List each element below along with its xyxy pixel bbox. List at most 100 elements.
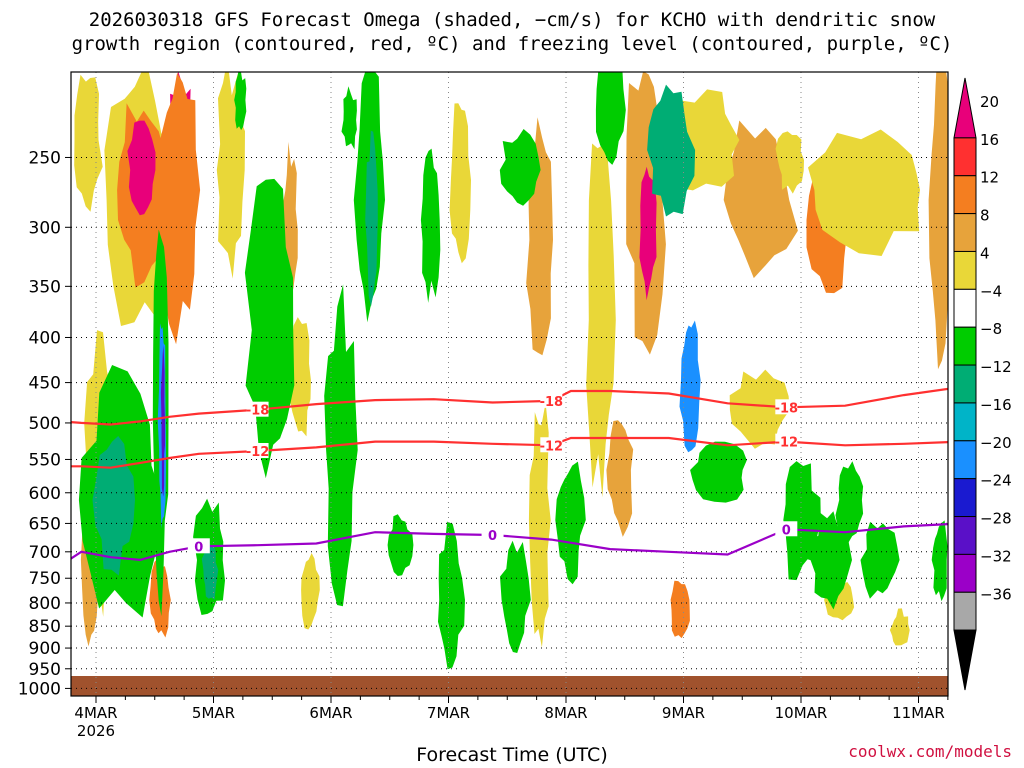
- colorbar-label: 4: [980, 245, 990, 263]
- colorbar-label: 16: [980, 131, 999, 149]
- colorbar-label: 12: [980, 169, 999, 187]
- colorbar-swatch: [953, 364, 977, 404]
- y-tick-label: 500: [29, 414, 61, 434]
- contour-label-bg: [481, 527, 504, 543]
- omega-shade-blob: [775, 131, 804, 194]
- y-tick-label: 900: [29, 639, 61, 659]
- omega-shade-blob: [420, 148, 441, 303]
- colorbar-label: −16: [980, 396, 1012, 414]
- omega-shade-blob: [528, 402, 551, 648]
- x-tick-label: 7MAR: [427, 704, 470, 722]
- omega-shade-blob: [92, 436, 135, 576]
- contour-label: -12: [775, 436, 799, 451]
- colorbar-swatch: [953, 288, 977, 328]
- omega-shade-blob: [595, 72, 626, 165]
- omega-shade-blob: [860, 521, 900, 599]
- y-tick-label: 750: [29, 569, 61, 589]
- omega-shading: [74, 72, 948, 670]
- y-tick-label: 550: [29, 450, 61, 470]
- credit-text: coolwx.com/models: [848, 742, 1012, 761]
- y-tick-label: 400: [29, 328, 61, 348]
- colorbar-swatch: [953, 402, 977, 442]
- contour-label-bg: [775, 433, 798, 449]
- colorbar-label: −20: [980, 434, 1012, 452]
- colorbar-swatch: [953, 553, 977, 593]
- omega-shade-blob: [387, 514, 414, 576]
- colorbar-swatch: [953, 175, 977, 215]
- colorbar-swatch: [953, 591, 977, 631]
- grid-lines: [71, 72, 948, 696]
- omega-shade-blob: [928, 72, 948, 370]
- contour-label-bg: [775, 399, 798, 415]
- omega-shade-blob: [234, 72, 247, 131]
- y-tick-label: 250: [29, 148, 61, 168]
- contour-label-bg: [246, 401, 269, 417]
- contour-line: [71, 436, 948, 469]
- ground-fill: [71, 676, 948, 696]
- omega-shade-blob: [499, 129, 541, 206]
- colorbar-label: 8: [980, 207, 990, 225]
- contour-label-bg: [246, 442, 269, 458]
- x-axis: 4MAR 5MAR 6MAR 7MAR 8MAR 9MAR 10MAR 11MAR 2026: [74, 696, 949, 740]
- colorbar-label: −36: [980, 585, 1012, 603]
- colorbar-swatch: [953, 516, 977, 555]
- contour-label: -18: [540, 395, 564, 410]
- x-tick-label: 5MAR: [192, 704, 235, 722]
- y-tick-label: 450: [29, 374, 61, 394]
- omega-shade-blob: [690, 441, 747, 503]
- ground-surface: [71, 676, 948, 696]
- colorbar-swatch: [953, 326, 977, 366]
- omega-shade-blob: [679, 320, 701, 453]
- colorbar: 20 16 12 8 4 −4 −8 −12 −16 −20 −24 −28 −32 −36: [953, 77, 1012, 691]
- y-axis: 250 300 350 400 450 500 550 600 650 700 750 800 8509…: [18, 148, 71, 699]
- x-tick-label: 9MAR: [662, 704, 705, 722]
- omega-shade-blob: [808, 511, 852, 610]
- colorbar-swatch: [953, 213, 977, 252]
- contour-label: 0: [194, 540, 203, 555]
- x-tick-label: 10MAR: [775, 704, 828, 722]
- y-tick-label: 700: [29, 543, 61, 563]
- omega-shade-blob: [127, 120, 156, 216]
- colorbar-swatch: [953, 250, 977, 290]
- y-tick-label: 300: [29, 218, 61, 238]
- x-tick-label: 8MAR: [544, 704, 587, 722]
- colorbar-label: −28: [980, 510, 1012, 528]
- x-tick-label: 11MAR: [892, 704, 945, 722]
- contour-label: -12: [246, 445, 270, 460]
- contour-line: [71, 387, 948, 426]
- contour-label: -12: [540, 439, 564, 454]
- colorbar-label: −12: [980, 358, 1012, 376]
- colorbar-swatch: [953, 137, 977, 177]
- plot-frame: [70, 71, 949, 697]
- omega-shade-blob: [438, 521, 465, 670]
- x-tick-label: 6MAR: [309, 704, 352, 722]
- y-tick-label: 800: [29, 594, 61, 614]
- y-tick-label: 600: [29, 484, 61, 504]
- colorbar-label: −32: [980, 547, 1012, 565]
- omega-shade-blob: [555, 461, 586, 585]
- omega-shade-blob: [889, 608, 910, 646]
- y-tick-label: 850: [29, 617, 61, 637]
- colorbar-swatch: [953, 478, 977, 518]
- omega-shade-blob: [157, 72, 201, 345]
- colorbar-label: 20: [980, 93, 999, 111]
- contour-lines: -18 -18 -18 -12 -12 -12 0 0 0: [71, 387, 948, 562]
- x-year-label: 2026: [77, 722, 115, 740]
- title-line-2: growth region (contoured, red, ºC) and f…: [71, 33, 953, 55]
- contour-label-bg: [187, 538, 210, 554]
- contour-label: -18: [246, 404, 270, 419]
- y-tick-label: 350: [29, 277, 61, 297]
- contour-label: 0: [488, 529, 497, 544]
- omega-shade-blob: [808, 129, 920, 256]
- omega-shade-blob: [365, 130, 378, 307]
- omega-shade-blob: [606, 420, 634, 537]
- omega-shade-blob: [586, 143, 616, 498]
- omega-shade-blob: [201, 540, 219, 600]
- omega-shade-blob: [341, 86, 357, 150]
- y-tick-label: 1000: [18, 679, 61, 699]
- colorbar-label: −4: [980, 282, 1002, 300]
- omega-shade-blob: [931, 520, 948, 602]
- y-tick-label: 650: [29, 514, 61, 534]
- contour-line: [71, 523, 948, 562]
